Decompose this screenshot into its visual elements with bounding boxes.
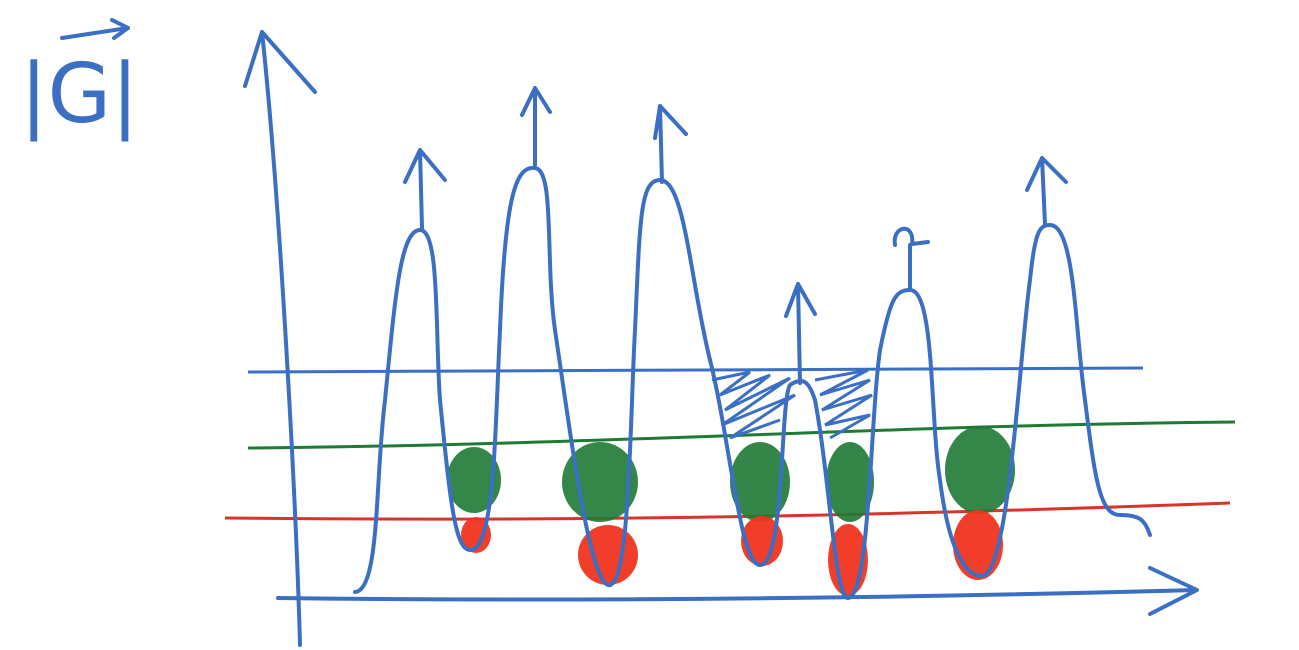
peak-arrow bbox=[520, 86, 552, 167]
red-threshold bbox=[224, 501, 1231, 521]
green-fill bbox=[826, 442, 874, 522]
signal-curve bbox=[353, 165, 1152, 600]
green-threshold bbox=[247, 420, 1236, 450]
blue-hatch bbox=[711, 368, 873, 440]
peak-arrow bbox=[784, 282, 817, 385]
y-axis bbox=[243, 30, 317, 647]
x-axis bbox=[276, 566, 1199, 616]
axis-label: |G| bbox=[20, 47, 139, 142]
vector-arrow bbox=[60, 18, 130, 40]
peak-arrow bbox=[653, 104, 688, 184]
peak-arrow bbox=[892, 226, 930, 290]
green-fill bbox=[730, 442, 790, 522]
green-fill bbox=[945, 426, 1015, 514]
peak-arrows bbox=[403, 86, 1068, 385]
red-fill bbox=[953, 510, 1003, 580]
blue-threshold bbox=[247, 366, 1144, 374]
peak-arrow bbox=[403, 148, 447, 230]
green-fill bbox=[447, 447, 501, 513]
peak-arrow bbox=[1025, 156, 1068, 226]
